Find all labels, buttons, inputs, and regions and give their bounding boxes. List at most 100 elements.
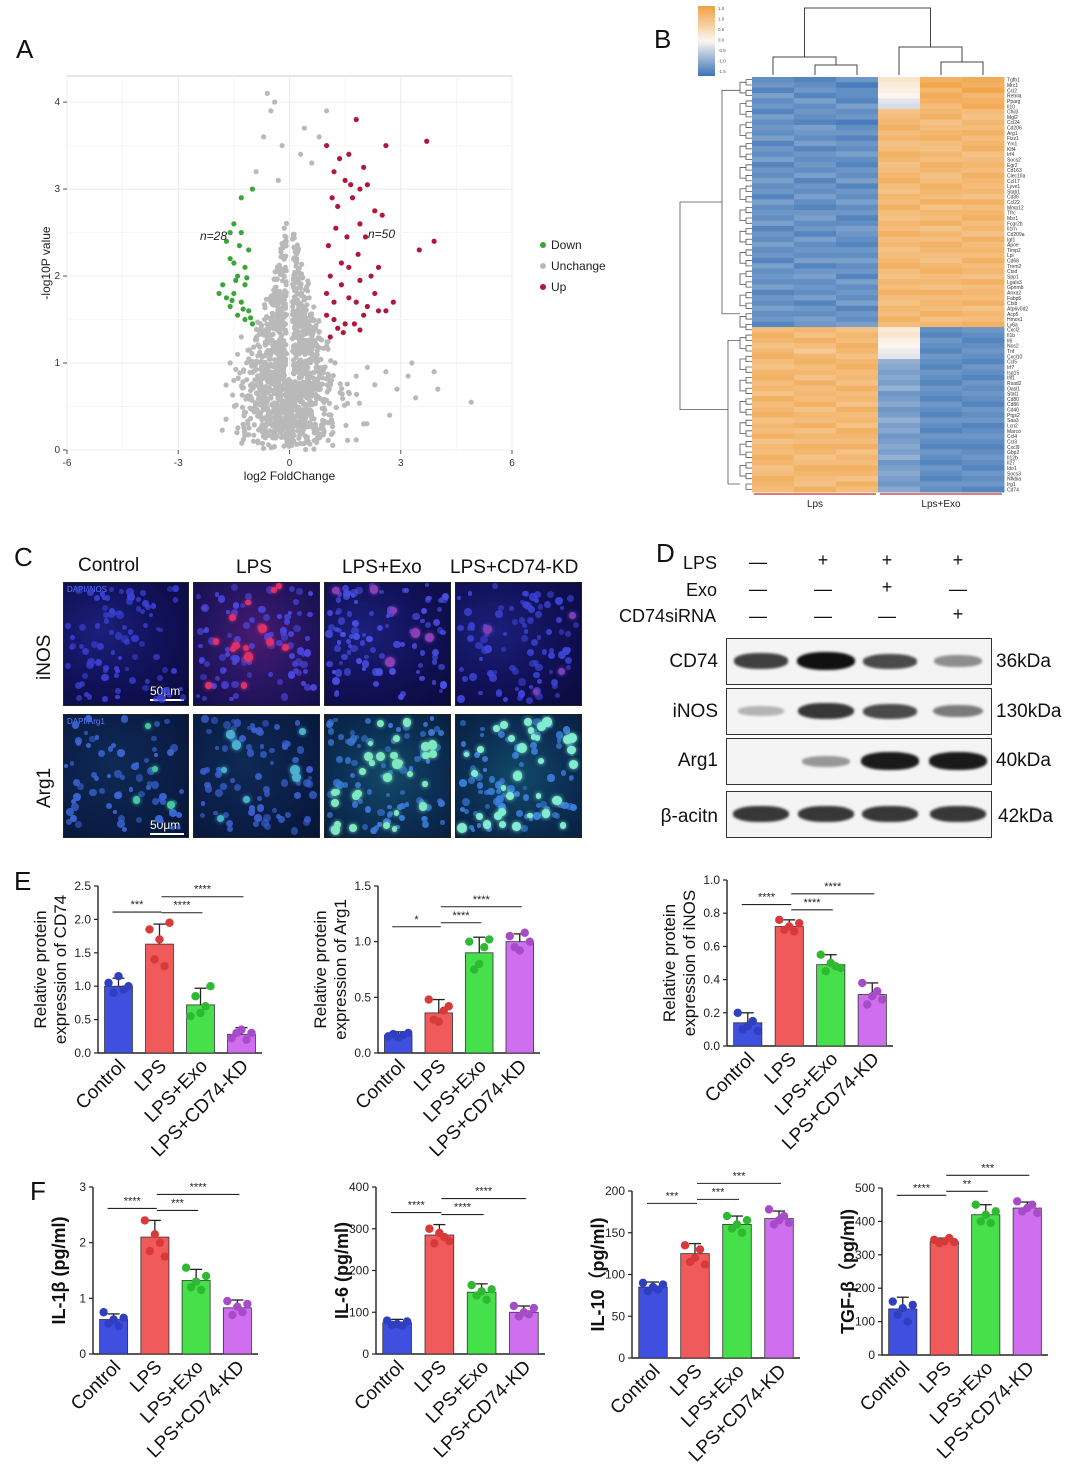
data-point: [477, 1287, 486, 1296]
significance-label: ****: [173, 900, 191, 912]
bar: [971, 1214, 1001, 1356]
unchange-point: [282, 321, 289, 327]
data-point: [243, 1299, 252, 1309]
unchange-point: [311, 304, 317, 310]
data-point: [444, 1002, 453, 1011]
bar: [181, 1280, 211, 1355]
y-tick-label: 0.2: [703, 1006, 720, 1020]
unchange-point: [259, 440, 266, 447]
y-axis-label: IL-10（pg/ml): [588, 1217, 608, 1331]
unchange-point: [255, 373, 261, 379]
data-point: [981, 1210, 990, 1219]
category-label: Control: [67, 1357, 125, 1415]
data-point: [821, 967, 830, 976]
unchange-point: [244, 377, 250, 383]
unchange-point: [230, 392, 236, 398]
y-tick-label: 1.5: [354, 879, 371, 893]
unchange-point: [333, 404, 339, 411]
unchange-point: [295, 265, 301, 272]
data-point: [181, 1263, 191, 1272]
y-tick-label: 300: [349, 1222, 369, 1236]
unchange-point: [312, 325, 319, 331]
data-point: [109, 1315, 118, 1324]
y-tick-label: 0.0: [703, 1039, 720, 1053]
category-label: Control: [352, 1056, 410, 1114]
data-point: [191, 1277, 201, 1286]
category-label: Control: [856, 1358, 914, 1416]
y-tick-label: 0: [362, 1347, 369, 1361]
y-tick-label: 1: [79, 1291, 86, 1305]
y-tick-label: 0.5: [74, 1013, 91, 1027]
unchange-point: [343, 422, 349, 429]
data-point: [515, 946, 524, 955]
data-point: [465, 937, 474, 946]
unchange-point: [319, 381, 325, 387]
y-tick-label: 0.0: [354, 1046, 371, 1060]
data-point: [485, 935, 494, 944]
y-tick-label: 100: [349, 1305, 369, 1319]
data-point: [487, 1285, 496, 1294]
data-point: [680, 1241, 690, 1250]
y-tick-label: 3: [79, 1180, 86, 1194]
y-tick-label: 100: [605, 1268, 625, 1282]
data-point: [145, 925, 154, 934]
y-tick-label: 200: [349, 1264, 369, 1278]
significance-label: ****: [190, 1181, 208, 1193]
data-point: [424, 995, 433, 1004]
data-point: [836, 963, 845, 973]
unchange-point: [329, 424, 336, 430]
data-point: [775, 915, 784, 925]
y-tick-label: 2: [79, 1236, 86, 1250]
data-point: [986, 1218, 995, 1228]
unchange-point: [246, 425, 252, 431]
unchange-point: [283, 220, 290, 226]
category-label: Control: [351, 1357, 409, 1415]
unchange-point: [290, 304, 296, 310]
data-point: [480, 943, 489, 952]
unchange-point: [298, 334, 304, 340]
y-axis-label: Relative protein: [31, 910, 50, 1028]
bar: [509, 1311, 539, 1355]
significance-label: **: [963, 1178, 972, 1190]
unchange-point: [223, 382, 229, 388]
unchange-point: [329, 420, 335, 426]
unchange-point: [293, 392, 299, 398]
y-tick-label: 0: [79, 1347, 86, 1361]
data-point: [119, 1313, 128, 1323]
unchange-point: [239, 404, 246, 410]
significance-label: ****: [452, 910, 470, 922]
data-point: [160, 961, 169, 971]
unchange-point: [247, 387, 254, 394]
data-point: [242, 1035, 251, 1044]
significance-label: ****: [194, 884, 212, 896]
data-point: [475, 959, 484, 969]
data-point: [784, 1218, 794, 1227]
data-point: [191, 992, 200, 1001]
data-point: [873, 987, 882, 996]
bar: [466, 1291, 497, 1355]
data-point: [114, 971, 123, 981]
y-tick-label: 0: [868, 1348, 875, 1362]
unchange-point: [340, 396, 346, 402]
y-axis-label: Relative protein: [311, 910, 330, 1028]
bar: [929, 1241, 959, 1356]
data-point: [165, 918, 174, 927]
data-point: [764, 1205, 774, 1214]
panel-label-d: D: [656, 538, 675, 568]
unchange-points: [219, 90, 474, 453]
significance-label: ***: [981, 1162, 995, 1174]
data-point: [124, 982, 133, 991]
data-point: [858, 978, 867, 988]
unchange-point: [293, 354, 299, 361]
significance-label: *: [414, 914, 419, 926]
significance-label: ****: [803, 897, 821, 909]
unchange-point: [258, 325, 264, 331]
y-axis-label: expression of Arg1: [331, 899, 350, 1040]
unchange-point: [264, 429, 270, 435]
data-point: [196, 1285, 206, 1295]
unchange-point: [311, 437, 317, 444]
unchange-point: [281, 225, 287, 231]
data-point: [228, 1310, 237, 1320]
data-point: [898, 1304, 907, 1313]
